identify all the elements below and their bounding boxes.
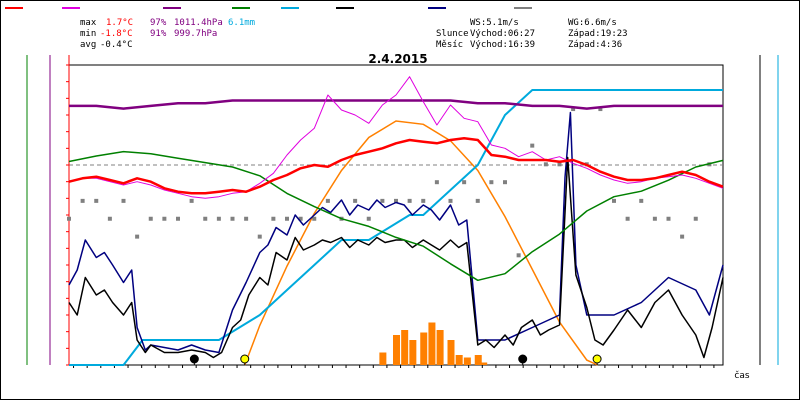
wind-direction-point <box>448 198 453 203</box>
ground-temp-series-line <box>68 76 724 199</box>
wind-direction-point <box>394 198 398 203</box>
wind-direction-point <box>434 180 439 185</box>
sun-rise-marker <box>240 354 250 364</box>
rain-bar <box>455 355 463 365</box>
wind-direction-point <box>67 216 71 221</box>
plot-area <box>67 76 724 366</box>
wind-direction-point <box>271 216 276 221</box>
rain-bar <box>379 352 387 365</box>
wind-direction-point <box>325 198 330 203</box>
wind-direction-point <box>475 198 480 203</box>
rain-bar <box>393 335 400 365</box>
wind-direction-point <box>666 216 671 221</box>
wind-speed-series-line <box>68 156 724 359</box>
wind-direction-point <box>380 198 385 203</box>
wind-direction-point <box>285 216 289 221</box>
max-press: 1011.4hPa <box>174 18 223 28</box>
min-hum: 91% <box>150 29 167 39</box>
wind-direction-point <box>216 216 221 221</box>
wind-direction-point <box>203 216 208 221</box>
min-press: 999.7hPa <box>174 29 217 39</box>
wind-direction-point <box>598 107 603 112</box>
wind-direction-point <box>162 216 167 221</box>
wind-direction-point <box>80 198 85 203</box>
sun-moon-block: WS:5.1m/s WG:6.6m/s Slunce Východ:06:27 … <box>436 18 628 50</box>
sun-rise: Východ:06:27 <box>470 29 535 39</box>
wind-direction-point <box>652 216 657 221</box>
wind-direction-point <box>257 234 262 239</box>
stats-block: max 1.7°C 97% 1011.4hPa 6.1mm min -1.8°C… <box>80 18 255 50</box>
wind-direction-point <box>421 198 426 203</box>
solar-radiation-line <box>244 120 598 366</box>
rain-bar <box>447 340 455 365</box>
avg-temp: -0.4°C <box>100 40 133 50</box>
wind-direction-point <box>680 234 685 239</box>
wind-direction-point <box>121 198 126 203</box>
wind-direction-point <box>230 216 235 221</box>
rain-bar <box>463 357 471 365</box>
wind-direction-point <box>693 216 698 221</box>
wind-direction-point <box>189 198 194 203</box>
rain-bar <box>480 362 488 365</box>
rain-bar <box>401 330 409 365</box>
wind-direction-point <box>94 198 99 203</box>
wind-direction-point <box>489 180 494 185</box>
moon-label: Měsíc <box>436 40 463 50</box>
rain-bar <box>409 340 417 365</box>
rain-bar <box>420 332 428 365</box>
axes <box>26 55 779 368</box>
moon-set-marker <box>189 354 199 364</box>
rain-bar <box>474 355 482 365</box>
max-temp: 1.7°C <box>106 18 133 28</box>
wind-direction-point <box>503 180 507 185</box>
rain-series-line <box>69 89 723 366</box>
temperature-series-line <box>68 137 724 195</box>
wind-direction-point <box>366 216 371 221</box>
max-label: max <box>80 18 97 28</box>
wind-gust-series-line <box>68 111 724 354</box>
min-temp: -1.8°C <box>100 29 133 39</box>
wind-direction-point <box>135 234 140 239</box>
moon-rise-marker <box>518 354 528 364</box>
sun-set-marker <box>592 354 602 364</box>
chart-title: 2.4.2015 <box>368 52 427 66</box>
wind-direction-point <box>571 107 576 112</box>
wind-direction-point <box>107 216 112 221</box>
wind-direction-point <box>639 198 644 203</box>
wind-direction-point <box>176 216 180 221</box>
rain-total: 6.1mm <box>228 18 255 28</box>
sun-set: Západ:19:23 <box>568 29 628 39</box>
wind-direction-point <box>353 198 358 203</box>
min-label: min <box>80 29 96 39</box>
wind-direction-point <box>625 216 630 221</box>
max-hum: 97% <box>150 18 167 28</box>
wind-direction-point <box>312 216 317 221</box>
sun-label: Slunce <box>436 29 469 39</box>
wind-gust-stat: WG:6.6m/s <box>568 18 617 28</box>
rain-bar <box>428 322 436 365</box>
humidity-series-line <box>69 99 723 110</box>
wind-speed-stat: WS:5.1m/s <box>470 18 519 28</box>
wind-direction-point <box>407 198 412 203</box>
avg-label: avg <box>80 40 96 50</box>
wind-direction-point <box>298 216 303 221</box>
wind-direction-point <box>543 162 548 167</box>
x-axis-label: čas <box>734 370 749 381</box>
wind-direction-point <box>148 216 153 221</box>
wind-direction-point <box>557 162 562 167</box>
wind-direction-point <box>612 198 616 203</box>
wind-direction-point <box>244 216 249 221</box>
rain-bar <box>436 330 444 365</box>
wind-direction-point <box>530 143 535 148</box>
wind-direction-point <box>462 180 467 185</box>
moon-rise: Východ:16:39 <box>470 40 535 50</box>
wind-direction-point <box>516 253 521 258</box>
pressure-series-line <box>68 150 724 282</box>
moon-set: Západ:4:36 <box>568 40 622 50</box>
